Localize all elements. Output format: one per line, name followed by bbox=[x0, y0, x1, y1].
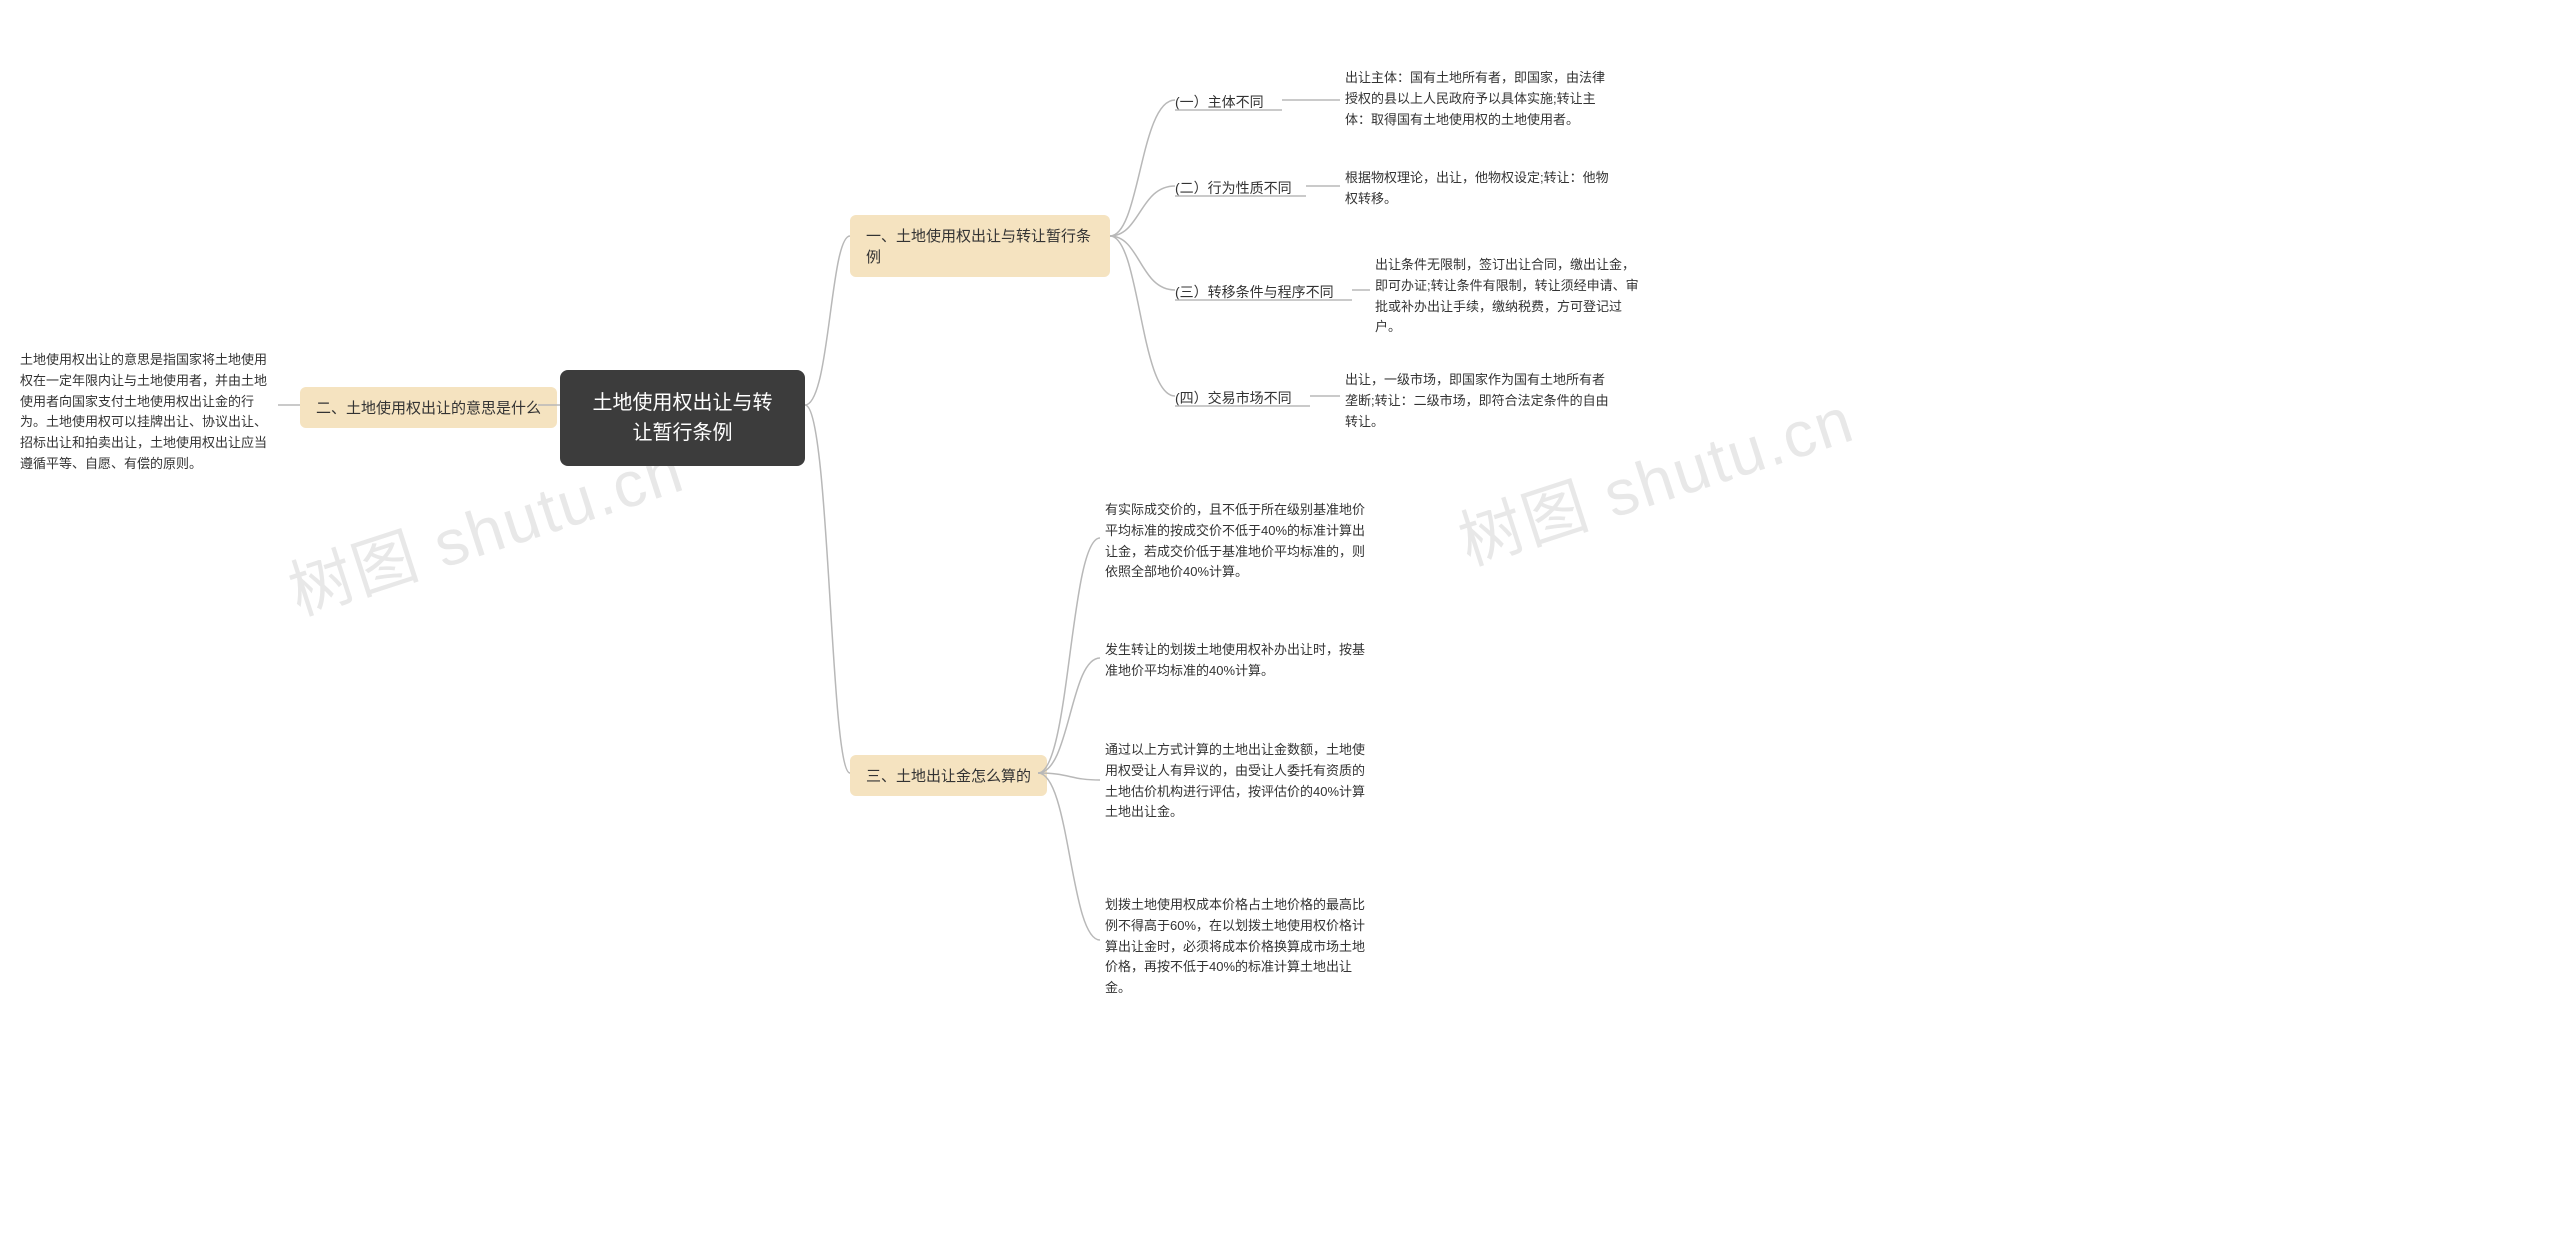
root-node: 土地使用权出让与转让暂行条例 bbox=[560, 370, 805, 466]
leaf-2: 土地使用权出让的意思是指国家将土地使用权在一定年限内让与土地使用者，并由土地使用… bbox=[20, 350, 278, 475]
sub-1-4: (四）交易市场不同 bbox=[1175, 388, 1292, 408]
leaf-3-2: 发生转让的划拨土地使用权补办出让时，按基准地价平均标准的40%计算。 bbox=[1105, 640, 1375, 682]
leaf-1-2: 根据物权理论，出让，他物权设定;转让：他物权转移。 bbox=[1345, 168, 1615, 210]
sub-1-2: (二）行为性质不同 bbox=[1175, 178, 1292, 198]
root-text: 土地使用权出让与转让暂行条例 bbox=[593, 392, 773, 444]
sub-1-1: (一）主体不同 bbox=[1175, 92, 1264, 112]
branch-2-label: 二、土地使用权出让的意思是什么 bbox=[316, 400, 541, 417]
branch-1-label: 一、土地使用权出让与转让暂行条例 bbox=[866, 228, 1091, 266]
leaf-3-3: 通过以上方式计算的土地出让金数额，土地使用权受让人有异议的，由受让人委托有资质的… bbox=[1105, 740, 1375, 823]
leaf-1-3: 出让条件无限制，签订出让合同，缴出让金，即可办证;转让条件有限制，转让须经申请、… bbox=[1375, 255, 1645, 338]
sub-1-3: (三）转移条件与程序不同 bbox=[1175, 282, 1334, 302]
leaf-3-1: 有实际成交价的，且不低于所在级别基准地价平均标准的按成交价不低于40%的标准计算… bbox=[1105, 500, 1375, 583]
branch-2: 二、土地使用权出让的意思是什么 bbox=[300, 387, 557, 428]
leaf-1-1: 出让主体：国有土地所有者，即国家，由法律授权的县以上人民政府予以具体实施;转让主… bbox=[1345, 68, 1615, 130]
branch-3-label: 三、土地出让金怎么算的 bbox=[866, 768, 1031, 785]
branch-3: 三、土地出让金怎么算的 bbox=[850, 755, 1047, 796]
leaf-1-4: 出让，一级市场，即国家作为国有土地所有者垄断;转让：二级市场，即符合法定条件的自… bbox=[1345, 370, 1615, 432]
branch-1: 一、土地使用权出让与转让暂行条例 bbox=[850, 215, 1110, 277]
leaf-3-4: 划拨土地使用权成本价格占土地价格的最高比例不得高于60%，在以划拨土地使用权价格… bbox=[1105, 895, 1375, 999]
